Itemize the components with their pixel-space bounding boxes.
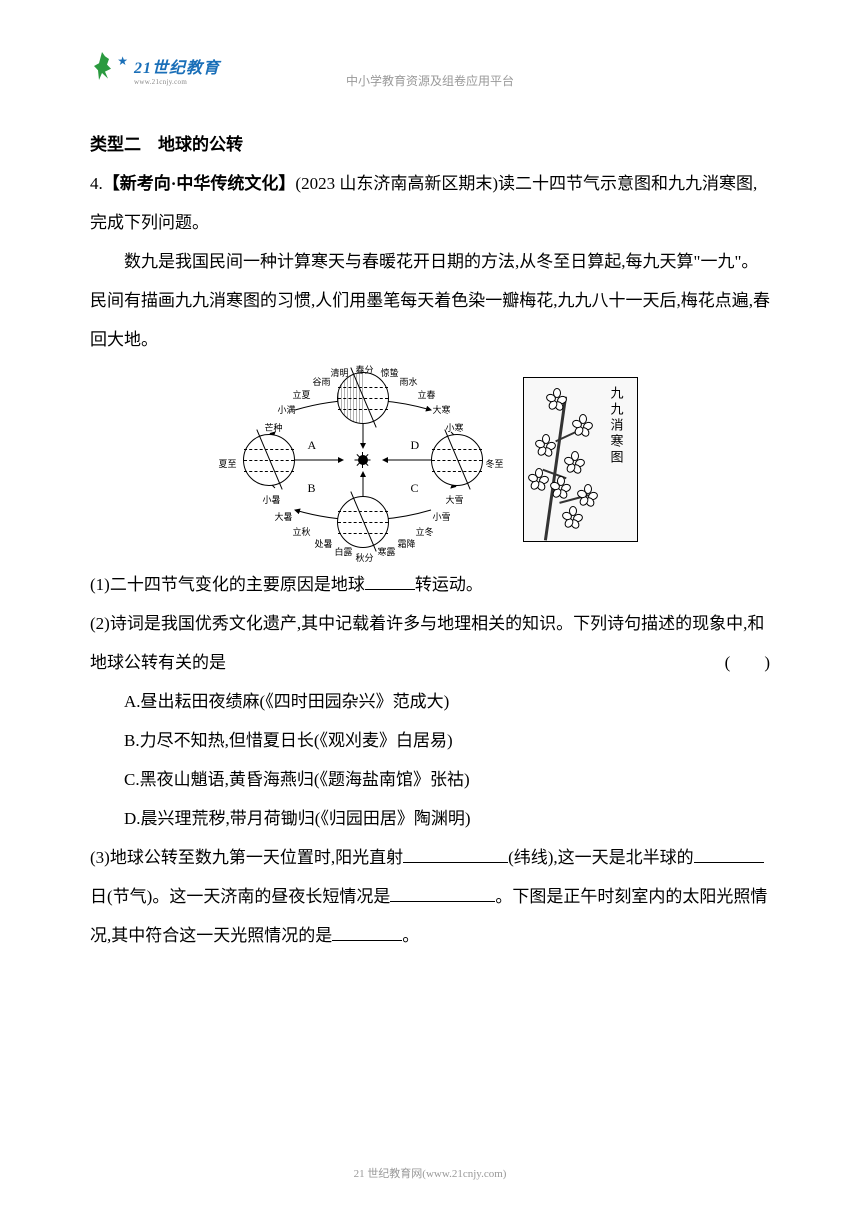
plum-flower-icon <box>548 390 566 408</box>
term: 惊蛰 <box>381 363 399 384</box>
section-title: 类型二 地球的公转 <box>90 125 770 164</box>
earth-winter <box>431 434 483 486</box>
letter-a: A <box>308 432 317 460</box>
content-body: 类型二 地球的公转 4.【新考向·中华传统文化】(2023 山东济南高新区期末)… <box>90 125 770 956</box>
star-icon: ★ <box>117 54 128 69</box>
plum-flower-icon <box>530 470 548 488</box>
subquestion-1: (1)二十四节气变化的主要原因是地球 转运动。 <box>90 565 770 604</box>
logo-text: 21世纪教育 www.21cnjy.com <box>134 54 220 86</box>
term-spring-equinox: 春分 <box>356 360 374 381</box>
option-c: C.黑夜山魈语,黄昏海燕归(《题海盐南馆》张祜) <box>90 760 770 799</box>
answer-paren: ( ) <box>725 643 770 682</box>
plum-flower-icon <box>564 508 582 526</box>
solar-terms-diagram: A B C D 春分 清明 谷雨 立夏 小满 芒种 夏至 小暑 大暑 立秋 处暑… <box>223 370 503 550</box>
logo-icon: ★ <box>90 52 130 87</box>
plum-flower-icon <box>579 486 597 504</box>
q3-pre: (3)地球公转至数九第一天位置时,阳光直射 <box>90 848 403 867</box>
plum-title: 九九消寒图 <box>601 386 631 466</box>
plum-blossom-image: 九九消寒图 <box>523 377 638 542</box>
letter-c: C <box>411 475 419 503</box>
blank-1 <box>365 571 415 590</box>
question-number: 4. <box>90 174 103 193</box>
term: 小寒 <box>446 418 464 439</box>
term-summer-solstice: 夏至 <box>219 454 237 475</box>
question-header: 4.【新考向·中华传统文化】(2023 山东济南高新区期末)读二十四节气示意图和… <box>90 164 770 242</box>
plum-flower-icon <box>574 416 592 434</box>
page-header: ★ 21世纪教育 www.21cnjy.com 中小学教育资源及组卷应用平台 <box>90 60 770 100</box>
term: 白露 <box>335 542 353 563</box>
term: 芒种 <box>265 418 283 439</box>
option-b: B.力尽不知热,但惜夏日长(《观刈麦》白居易) <box>90 721 770 760</box>
q1-pre: (1)二十四节气变化的主要原因是地球 <box>90 575 365 594</box>
earth-autumn <box>337 496 389 548</box>
plum-flower-icon <box>552 478 570 496</box>
subquestion-2: (2)诗词是我国优秀文化遗产,其中记载着许多与地理相关的知识。下列诗句描述的现象… <box>90 604 770 682</box>
q3-mid1: (纬线),这一天是北半球的 <box>508 848 694 867</box>
q2-text: (2)诗词是我国优秀文化遗产,其中记载着许多与地理相关的知识。下列诗句描述的现象… <box>90 614 764 672</box>
page-footer: 21 世纪教育网(www.21cnjy.com) <box>0 1165 860 1181</box>
term: 立秋 <box>293 522 311 543</box>
term: 霜降 <box>398 534 416 555</box>
blank-5 <box>332 923 402 942</box>
term: 雨水 <box>400 372 418 393</box>
logo: ★ 21世纪教育 www.21cnjy.com <box>90 52 220 87</box>
subquestion-3: (3)地球公转至数九第一天位置时,阳光直射 (纬线),这一天是北半球的日(节气)。… <box>90 838 770 955</box>
q3-end: 。 <box>402 926 419 945</box>
blank-3 <box>694 845 764 864</box>
diagram-container: A B C D 春分 清明 谷雨 立夏 小满 芒种 夏至 小暑 大暑 立秋 处暑… <box>90 370 770 550</box>
term: 谷雨 <box>313 372 331 393</box>
option-d: D.晨兴理荒秽,带月荷锄归(《归园田居》陶渊明) <box>90 799 770 838</box>
term: 寒露 <box>378 542 396 563</box>
option-a: A.昼出耘田夜绩麻(《四时田园杂兴》范成大) <box>90 682 770 721</box>
logo-url: www.21cnjy.com <box>134 78 220 86</box>
term: 立冬 <box>416 522 434 543</box>
plum-flower-icon <box>537 436 555 454</box>
blank-2 <box>403 845 508 864</box>
plum-flower-icon <box>566 453 584 471</box>
runner-icon <box>93 52 113 80</box>
letter-b: B <box>308 475 316 503</box>
intro-paragraph: 数九是我国民间一种计算寒天与春暖花开日期的方法,从冬至日算起,每九天算"一九"。… <box>90 242 770 359</box>
term: 大暑 <box>275 507 293 528</box>
earth-summer <box>243 434 295 486</box>
q3-mid2: 日(节气)。这一天济南的昼夜长短情况是 <box>90 887 390 906</box>
term: 清明 <box>331 363 349 384</box>
question-tag: 【新考向·中华传统文化】 <box>103 174 296 193</box>
logo-main-text: 21世纪教育 <box>134 54 220 78</box>
term: 大雪 <box>446 490 464 511</box>
term-winter-solstice: 冬至 <box>486 454 504 475</box>
header-title: 中小学教育资源及组卷应用平台 <box>346 72 514 89</box>
term: 处暑 <box>315 534 333 555</box>
q1-post: 转运动。 <box>415 575 483 594</box>
blank-4 <box>390 884 495 903</box>
term-autumn-equinox: 秋分 <box>356 548 374 569</box>
letter-d: D <box>411 432 420 460</box>
